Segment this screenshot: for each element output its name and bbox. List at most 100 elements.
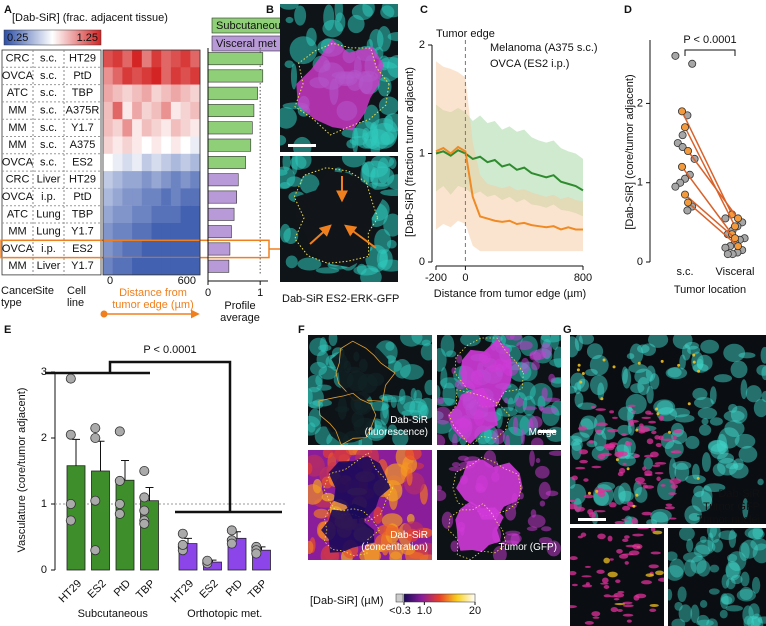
signal [695,539,716,555]
signal [750,537,766,551]
point [688,59,697,68]
signal [570,570,577,576]
tumor-outline [294,42,390,136]
signal [280,4,299,10]
heatmap-cell [180,188,191,206]
heatmap-cell [151,257,162,276]
signal [584,621,594,625]
heatmap-cell [103,240,114,258]
heatmap-cell [190,188,201,206]
signal [641,511,653,516]
signal [371,156,395,169]
signal [644,473,653,477]
signal [720,593,729,609]
signal [697,369,701,373]
annotation: Tumor edge [436,28,495,40]
bar [207,242,231,256]
y-tick-label: 0 [419,256,425,268]
tumor-outline [335,340,396,402]
signal [725,562,741,581]
panel-letter: D [624,4,632,16]
bar [207,225,232,239]
signal [607,571,618,578]
heatmap-cell [170,119,181,137]
cell-line: PtD [73,70,91,82]
signal [628,363,648,373]
signal [634,487,648,503]
signal [654,471,664,475]
signal [685,435,700,450]
signal [579,380,583,384]
signal [760,346,766,364]
signal [603,443,616,449]
error-bar [96,440,105,471]
significance-bracket [684,49,736,56]
point [678,143,687,152]
signal [297,257,322,271]
signal [616,608,623,612]
heatmap-cell [180,257,191,276]
signal [388,542,404,560]
point [731,234,740,243]
signal [644,454,654,458]
signal [290,156,307,170]
signal [713,374,733,383]
signal [622,368,632,389]
point [731,222,740,231]
bar [207,52,264,66]
signal [492,546,507,560]
signal [308,375,323,393]
signal [626,619,632,623]
y-tick-label: 3 [41,366,47,378]
signal [661,438,674,441]
signal [616,548,623,554]
cancer-type: MM [8,139,26,151]
bar [207,138,252,152]
colorbar-title: [Dab-SiR] (µM) [310,595,384,607]
signal [652,464,661,467]
signal [726,553,738,562]
signal [656,412,660,416]
signal [723,410,745,422]
signal [634,477,645,483]
signal [289,36,318,65]
point [65,373,76,384]
signal [747,528,765,540]
line [435,145,583,231]
signal [538,481,551,500]
signal [717,452,735,464]
heatmap-cell [170,153,181,172]
signal [539,500,546,507]
heatmap-cell [161,153,172,172]
signal [405,528,419,542]
signal [548,373,556,383]
heatmap-cell [170,257,181,276]
signal [614,603,626,606]
cell-line: TBP [72,208,93,220]
signal [645,573,654,577]
signal [384,463,408,486]
y-tick-label: 2 [419,39,425,51]
signal [583,494,594,499]
signal [709,528,721,543]
signal [530,437,544,445]
heatmap-cell [122,240,133,258]
heatmap-cell [132,153,143,172]
heatmap-cell [122,171,133,189]
heatmap-cell [190,136,201,154]
bar [207,259,230,273]
y-tick-label: 1 [637,177,643,189]
signal [545,490,559,497]
signal [697,407,718,420]
signal [595,429,602,434]
heatmap-cell [170,50,181,68]
signal [540,342,552,359]
heatmap-cell [141,171,152,189]
heatmap-cell [103,101,114,120]
signal [612,365,616,369]
site: s.c. [40,70,57,82]
heatmap-cell [180,119,191,137]
heatmap-cell [132,188,143,206]
signal [448,466,464,472]
point [681,123,690,132]
